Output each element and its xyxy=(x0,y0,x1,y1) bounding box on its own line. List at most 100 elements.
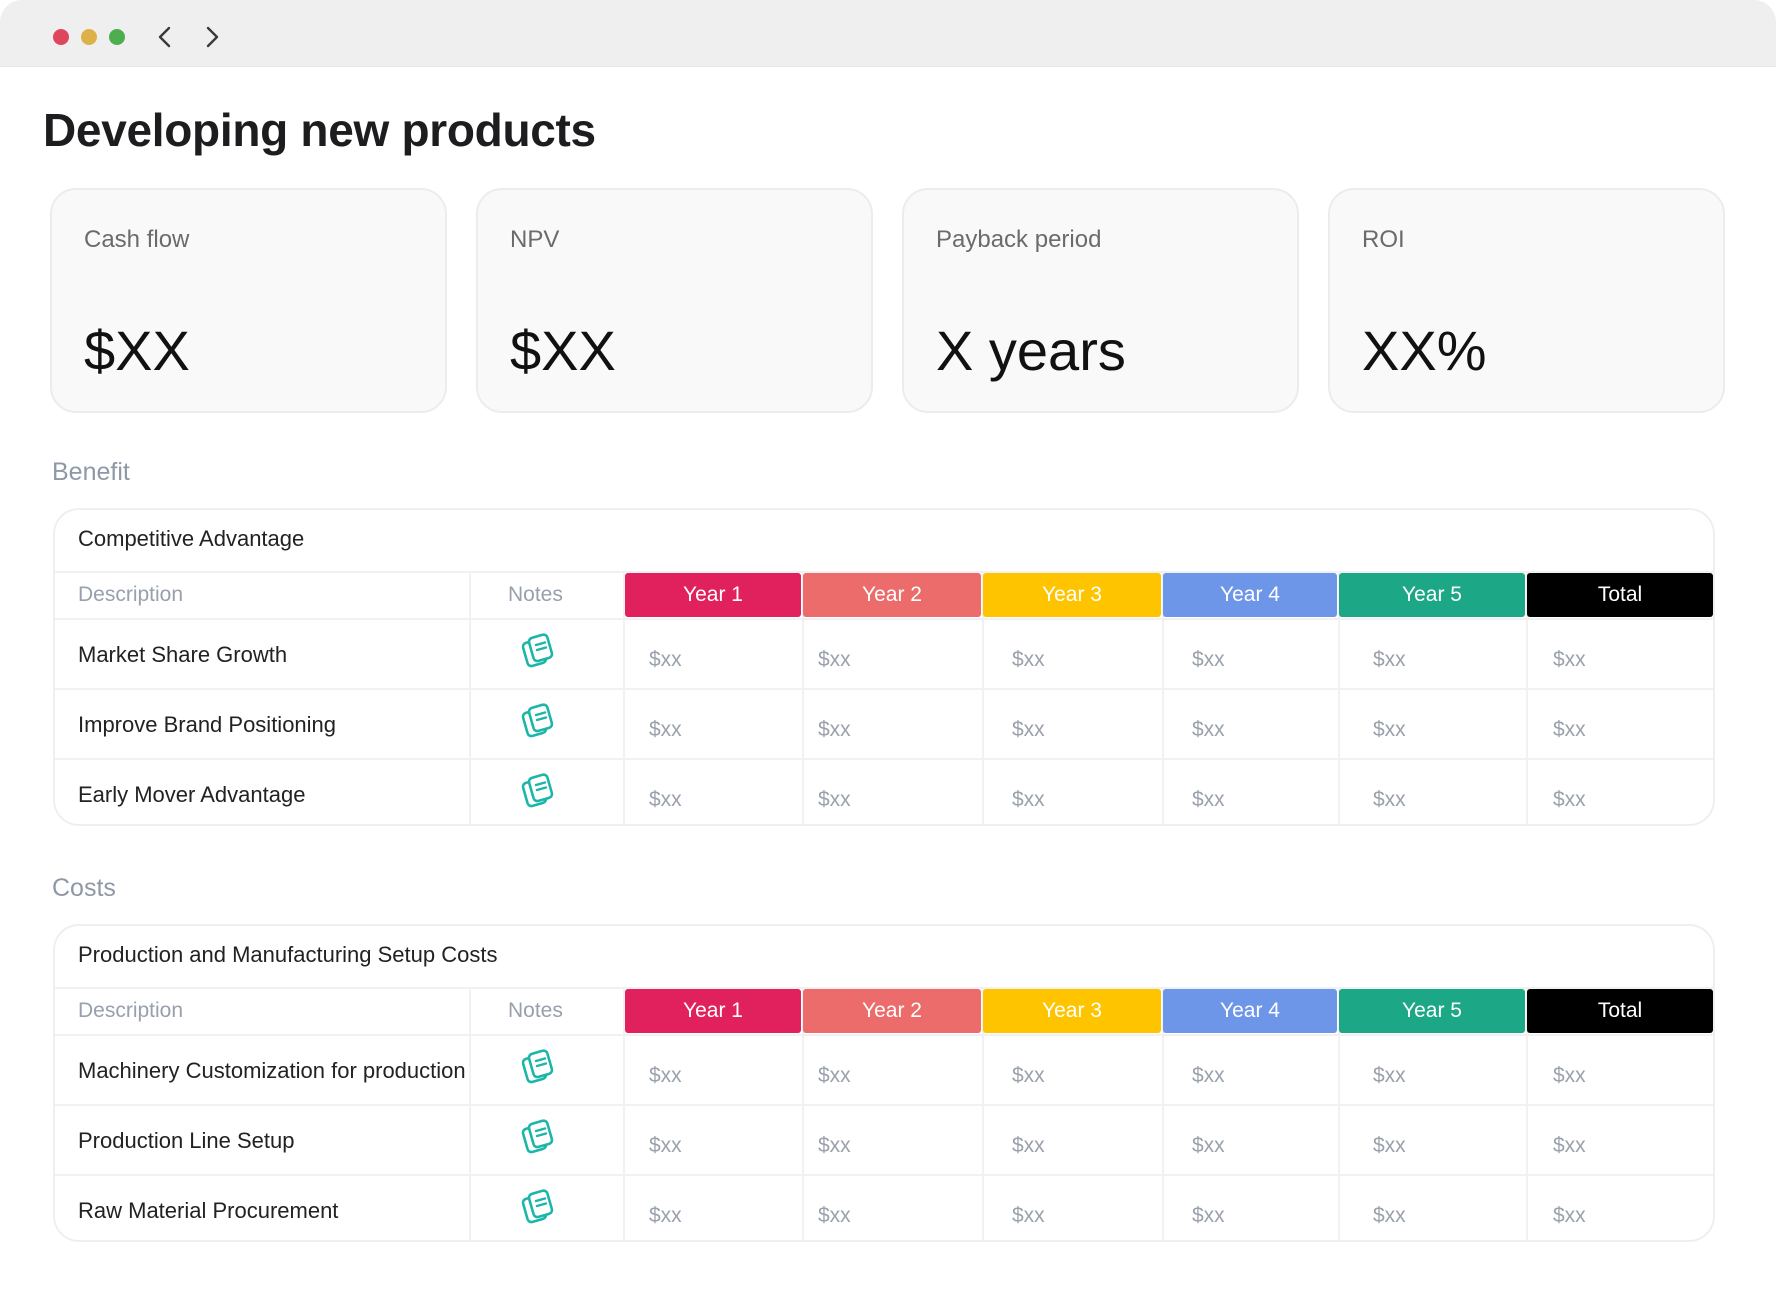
column-divider xyxy=(469,989,471,1240)
column-header-notes: Notes xyxy=(508,583,563,606)
maximize-window-button[interactable] xyxy=(109,29,125,45)
value-cell-total[interactable]: $xx xyxy=(1553,648,1586,671)
value-cell-total[interactable]: $xx xyxy=(1553,718,1586,741)
column-divider xyxy=(1526,573,1528,824)
column-header-year-3: Year 3 xyxy=(983,989,1161,1033)
table-title: Competitive Advantage xyxy=(78,526,305,551)
back-button[interactable] xyxy=(150,22,180,52)
column-divider xyxy=(623,989,625,1240)
close-window-button[interactable] xyxy=(53,29,69,45)
column-header-year-2: Year 2 xyxy=(803,573,981,617)
row-divider xyxy=(55,987,1713,989)
section-label-benefit: Benefit xyxy=(52,458,130,486)
row-description: Early Mover Advantage xyxy=(78,782,306,807)
column-divider xyxy=(1162,573,1164,824)
value-cell-year-1[interactable]: $xx xyxy=(649,1064,682,1087)
kpi-value: $XX xyxy=(510,319,616,382)
kpi-value: XX% xyxy=(1362,319,1487,382)
window-titlebar xyxy=(0,0,1776,67)
value-cell-year-1[interactable]: $xx xyxy=(649,718,682,741)
value-cell-year-1[interactable]: $xx xyxy=(649,648,682,671)
chevron-right-icon xyxy=(206,26,219,48)
kpi-card-cash-flow: Cash flow $XX xyxy=(50,188,447,413)
minimize-window-button[interactable] xyxy=(81,29,97,45)
notes-icon[interactable] xyxy=(520,1048,556,1084)
column-divider xyxy=(802,989,804,1240)
value-cell-year-2[interactable]: $xx xyxy=(818,1204,851,1227)
value-cell-year-3[interactable]: $xx xyxy=(1012,788,1045,811)
notes-icon[interactable] xyxy=(520,632,556,668)
column-header-year-1: Year 1 xyxy=(625,573,801,617)
value-cell-year-5[interactable]: $xx xyxy=(1373,718,1406,741)
row-description: Market Share Growth xyxy=(78,642,288,667)
row-description: Improve Brand Positioning xyxy=(78,712,337,737)
column-divider xyxy=(1338,989,1340,1240)
value-cell-year-3[interactable]: $xx xyxy=(1012,1064,1045,1087)
value-cell-year-4[interactable]: $xx xyxy=(1192,1204,1225,1227)
column-header-year-3: Year 3 xyxy=(983,573,1161,617)
value-cell-total[interactable]: $xx xyxy=(1553,1204,1586,1227)
column-divider xyxy=(982,989,984,1240)
row-divider xyxy=(55,571,1713,573)
value-cell-year-5[interactable]: $xx xyxy=(1373,1064,1406,1087)
value-cell-year-1[interactable]: $xx xyxy=(649,1134,682,1157)
kpi-card-roi: ROI XX% xyxy=(1328,188,1725,413)
value-cell-year-4[interactable]: $xx xyxy=(1192,648,1225,671)
value-cell-year-1[interactable]: $xx xyxy=(649,1204,682,1227)
column-header-year-4: Year 4 xyxy=(1163,573,1337,617)
kpi-label: Cash flow xyxy=(84,226,190,253)
value-cell-year-3[interactable]: $xx xyxy=(1012,718,1045,741)
kpi-label: ROI xyxy=(1362,226,1405,253)
column-header-year-5: Year 5 xyxy=(1339,989,1525,1033)
kpi-card-npv: NPV $XX xyxy=(476,188,873,413)
value-cell-year-5[interactable]: $xx xyxy=(1373,1204,1406,1227)
value-cell-year-5[interactable]: $xx xyxy=(1373,648,1406,671)
column-header-year-5: Year 5 xyxy=(1339,573,1525,617)
value-cell-year-4[interactable]: $xx xyxy=(1192,718,1225,741)
row-divider xyxy=(55,1104,1713,1106)
notes-icon[interactable] xyxy=(520,1188,556,1224)
notes-icon[interactable] xyxy=(520,772,556,808)
value-cell-year-2[interactable]: $xx xyxy=(818,1064,851,1087)
value-cell-year-4[interactable]: $xx xyxy=(1192,1064,1225,1087)
value-cell-year-2[interactable]: $xx xyxy=(818,718,851,741)
column-header-notes: Notes xyxy=(508,999,563,1022)
kpi-value: X years xyxy=(936,319,1126,382)
row-description: Production Line Setup xyxy=(78,1128,295,1153)
notes-icon[interactable] xyxy=(520,702,556,738)
value-cell-year-3[interactable]: $xx xyxy=(1012,648,1045,671)
value-cell-year-1[interactable]: $xx xyxy=(649,788,682,811)
value-cell-year-5[interactable]: $xx xyxy=(1373,788,1406,811)
chevron-left-icon xyxy=(158,26,171,48)
page-title: Developing new products xyxy=(43,104,596,156)
column-header-total: Total xyxy=(1527,573,1713,617)
column-divider xyxy=(982,573,984,824)
value-cell-total[interactable]: $xx xyxy=(1553,1134,1586,1157)
value-cell-total[interactable]: $xx xyxy=(1553,788,1586,811)
notes-icon[interactable] xyxy=(520,1118,556,1154)
row-divider xyxy=(55,1034,1713,1036)
costs-table: Production and Manufacturing Setup Costs… xyxy=(53,924,1715,1242)
column-header-year-1: Year 1 xyxy=(625,989,801,1033)
column-header-year-4: Year 4 xyxy=(1163,989,1337,1033)
value-cell-year-5[interactable]: $xx xyxy=(1373,1134,1406,1157)
value-cell-year-2[interactable]: $xx xyxy=(818,648,851,671)
value-cell-year-2[interactable]: $xx xyxy=(818,1134,851,1157)
value-cell-year-3[interactable]: $xx xyxy=(1012,1134,1045,1157)
row-description: Raw Material Procurement xyxy=(78,1198,339,1223)
value-cell-year-4[interactable]: $xx xyxy=(1192,1134,1225,1157)
kpi-label: NPV xyxy=(510,226,560,253)
column-divider xyxy=(1162,989,1164,1240)
kpi-value: $XX xyxy=(84,319,190,382)
kpi-label: Payback period xyxy=(936,226,1102,253)
value-cell-year-2[interactable]: $xx xyxy=(818,788,851,811)
table-title: Production and Manufacturing Setup Costs xyxy=(78,942,498,967)
value-cell-year-4[interactable]: $xx xyxy=(1192,788,1225,811)
value-cell-year-3[interactable]: $xx xyxy=(1012,1204,1045,1227)
value-cell-total[interactable]: $xx xyxy=(1553,1064,1586,1087)
row-divider xyxy=(55,1174,1713,1176)
column-divider xyxy=(802,573,804,824)
column-header-year-2: Year 2 xyxy=(803,989,981,1033)
forward-button[interactable] xyxy=(197,22,227,52)
